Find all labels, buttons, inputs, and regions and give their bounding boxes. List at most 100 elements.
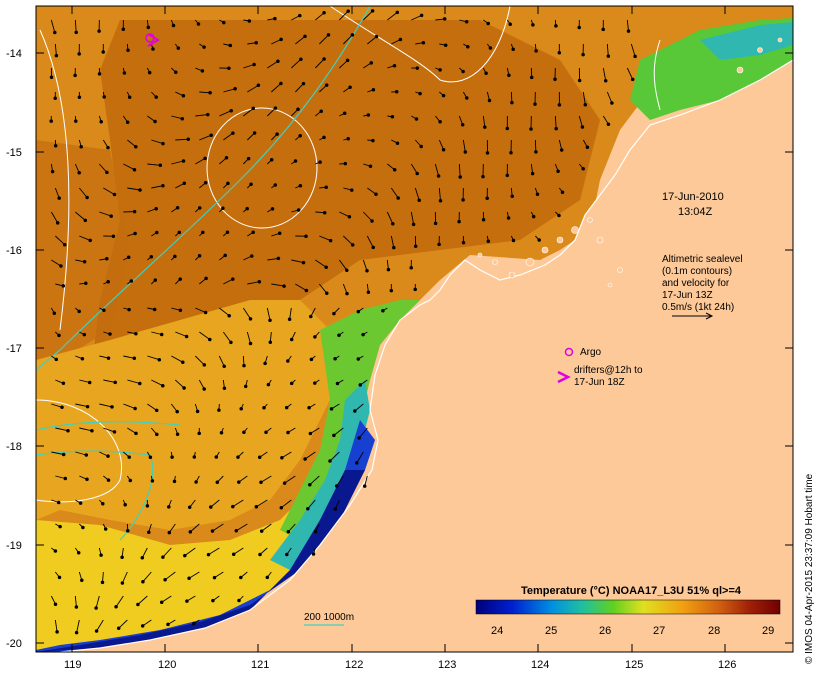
velocity-arrowhead — [581, 167, 585, 171]
velocity-arrow — [315, 12, 325, 21]
colorbar-tick: 25 — [545, 625, 557, 637]
velocity-arrowhead — [296, 208, 301, 212]
velocity-arrowhead — [99, 120, 103, 124]
velocity-arrow — [142, 571, 152, 582]
velocity-arrowhead — [180, 116, 185, 121]
velocity-arrowhead — [262, 406, 266, 410]
velocity-arrowhead — [309, 357, 314, 362]
velocity-arrowhead — [225, 230, 230, 234]
velocity-arrow — [103, 379, 116, 383]
velocity-arrow — [195, 158, 206, 165]
velocity-arrow — [79, 235, 91, 241]
velocity-arrow — [127, 379, 140, 384]
velocity-arrowhead — [152, 307, 157, 312]
velocity-arrowhead — [510, 194, 514, 199]
velocity-arrowhead — [94, 606, 98, 610]
velocity-arrow — [95, 595, 100, 609]
velocity-arrowhead — [161, 183, 165, 188]
velocity-arrowhead — [249, 182, 253, 187]
velocity-arrowhead — [83, 218, 88, 223]
velocity-arrowhead — [184, 334, 189, 339]
velocity-arrow — [295, 83, 304, 93]
velocity-arrowhead — [324, 185, 328, 189]
velocity-arrowhead — [308, 431, 313, 436]
velocity-arrow — [212, 523, 224, 532]
velocity-arrowhead — [61, 284, 66, 288]
velocity-arrowhead — [286, 359, 290, 363]
velocity-arrowhead — [203, 310, 208, 315]
y-tick-label: -20 — [6, 638, 22, 650]
velocity-arrowhead — [101, 502, 105, 506]
velocity-arrowhead — [580, 125, 585, 129]
velocity-arrowhead — [557, 103, 562, 107]
velocity-arrowhead — [511, 238, 516, 243]
velocity-arrowhead — [419, 13, 424, 18]
velocity-arrowhead — [269, 158, 274, 162]
velocity-arrowhead — [557, 213, 561, 218]
velocity-arrowhead — [85, 404, 90, 409]
velocity-arrowhead — [50, 169, 55, 174]
velocity-arrow — [54, 619, 58, 632]
velocity-arrow — [199, 134, 212, 141]
velocity-arrowhead — [279, 505, 284, 510]
velocity-arrowhead — [79, 145, 83, 149]
velocity-arrowhead — [126, 529, 130, 533]
velocity-arrowhead — [264, 430, 268, 434]
velocity-arrow — [307, 499, 316, 509]
velocity-arrow — [123, 403, 136, 409]
velocity-arrowhead — [257, 279, 262, 284]
velocity-arrow — [336, 475, 344, 487]
velocity-arrowhead — [304, 234, 308, 238]
velocity-arrowhead — [134, 431, 138, 436]
velocity-arrowhead — [346, 137, 350, 141]
velocity-arrowhead — [197, 431, 201, 436]
y-tick-label: -19 — [6, 540, 22, 552]
velocity-arrowhead — [286, 529, 291, 534]
velocity-arrow — [482, 115, 486, 128]
velocity-arrowhead — [77, 309, 81, 314]
velocity-arrow — [606, 91, 613, 104]
velocity-arrowhead — [74, 119, 78, 123]
velocity-arrowhead — [73, 73, 77, 78]
velocity-arrow — [362, 259, 368, 271]
velocity-arrowhead — [530, 171, 535, 176]
velocity-arrowhead — [342, 111, 347, 115]
sealevel-contours — [36, 6, 661, 503]
velocity-arrowhead — [559, 148, 564, 152]
velocity-arrowhead — [209, 133, 213, 137]
velocity-arrow — [75, 211, 86, 221]
velocity-arrow — [121, 571, 128, 584]
velocity-arrow — [295, 36, 306, 45]
velocity-arrowhead — [465, 96, 469, 100]
velocity-arrowhead — [510, 100, 514, 105]
velocity-arrow — [626, 19, 629, 32]
velocity-arrowhead — [371, 245, 375, 250]
velocity-arrowhead — [319, 109, 323, 113]
velocity-arrowhead — [309, 314, 313, 319]
velocity-arrowhead — [581, 52, 585, 57]
velocity-arrowhead — [248, 317, 253, 321]
velocity-arrow — [354, 403, 364, 412]
velocity-arrowhead — [134, 332, 138, 336]
velocity-arrowhead — [296, 107, 300, 112]
velocity-arrow — [338, 259, 348, 271]
velocity-arrowhead — [57, 196, 61, 200]
velocity-arrowhead — [289, 381, 294, 386]
velocity-arrow — [329, 451, 340, 462]
velocity-arrowhead — [610, 101, 614, 105]
velocity-arrowhead — [166, 622, 170, 627]
velocity-arrowhead — [154, 206, 158, 211]
x-tick-label: 126 — [718, 659, 736, 671]
velocity-arrowhead — [134, 144, 138, 149]
velocity-arrow — [510, 91, 513, 103]
velocity-arrowhead — [99, 553, 103, 557]
velocity-arrowhead — [186, 137, 191, 141]
velocity-arrow — [55, 427, 69, 432]
velocity-arrowhead — [106, 478, 111, 482]
velocity-arrow — [339, 10, 349, 21]
velocity-arrow — [242, 307, 251, 320]
colorbar-tick: 26 — [599, 625, 611, 637]
velocity-arrowhead — [61, 381, 66, 386]
velocity-arrowhead — [322, 11, 326, 15]
ocean-navy-coast — [36, 470, 365, 652]
